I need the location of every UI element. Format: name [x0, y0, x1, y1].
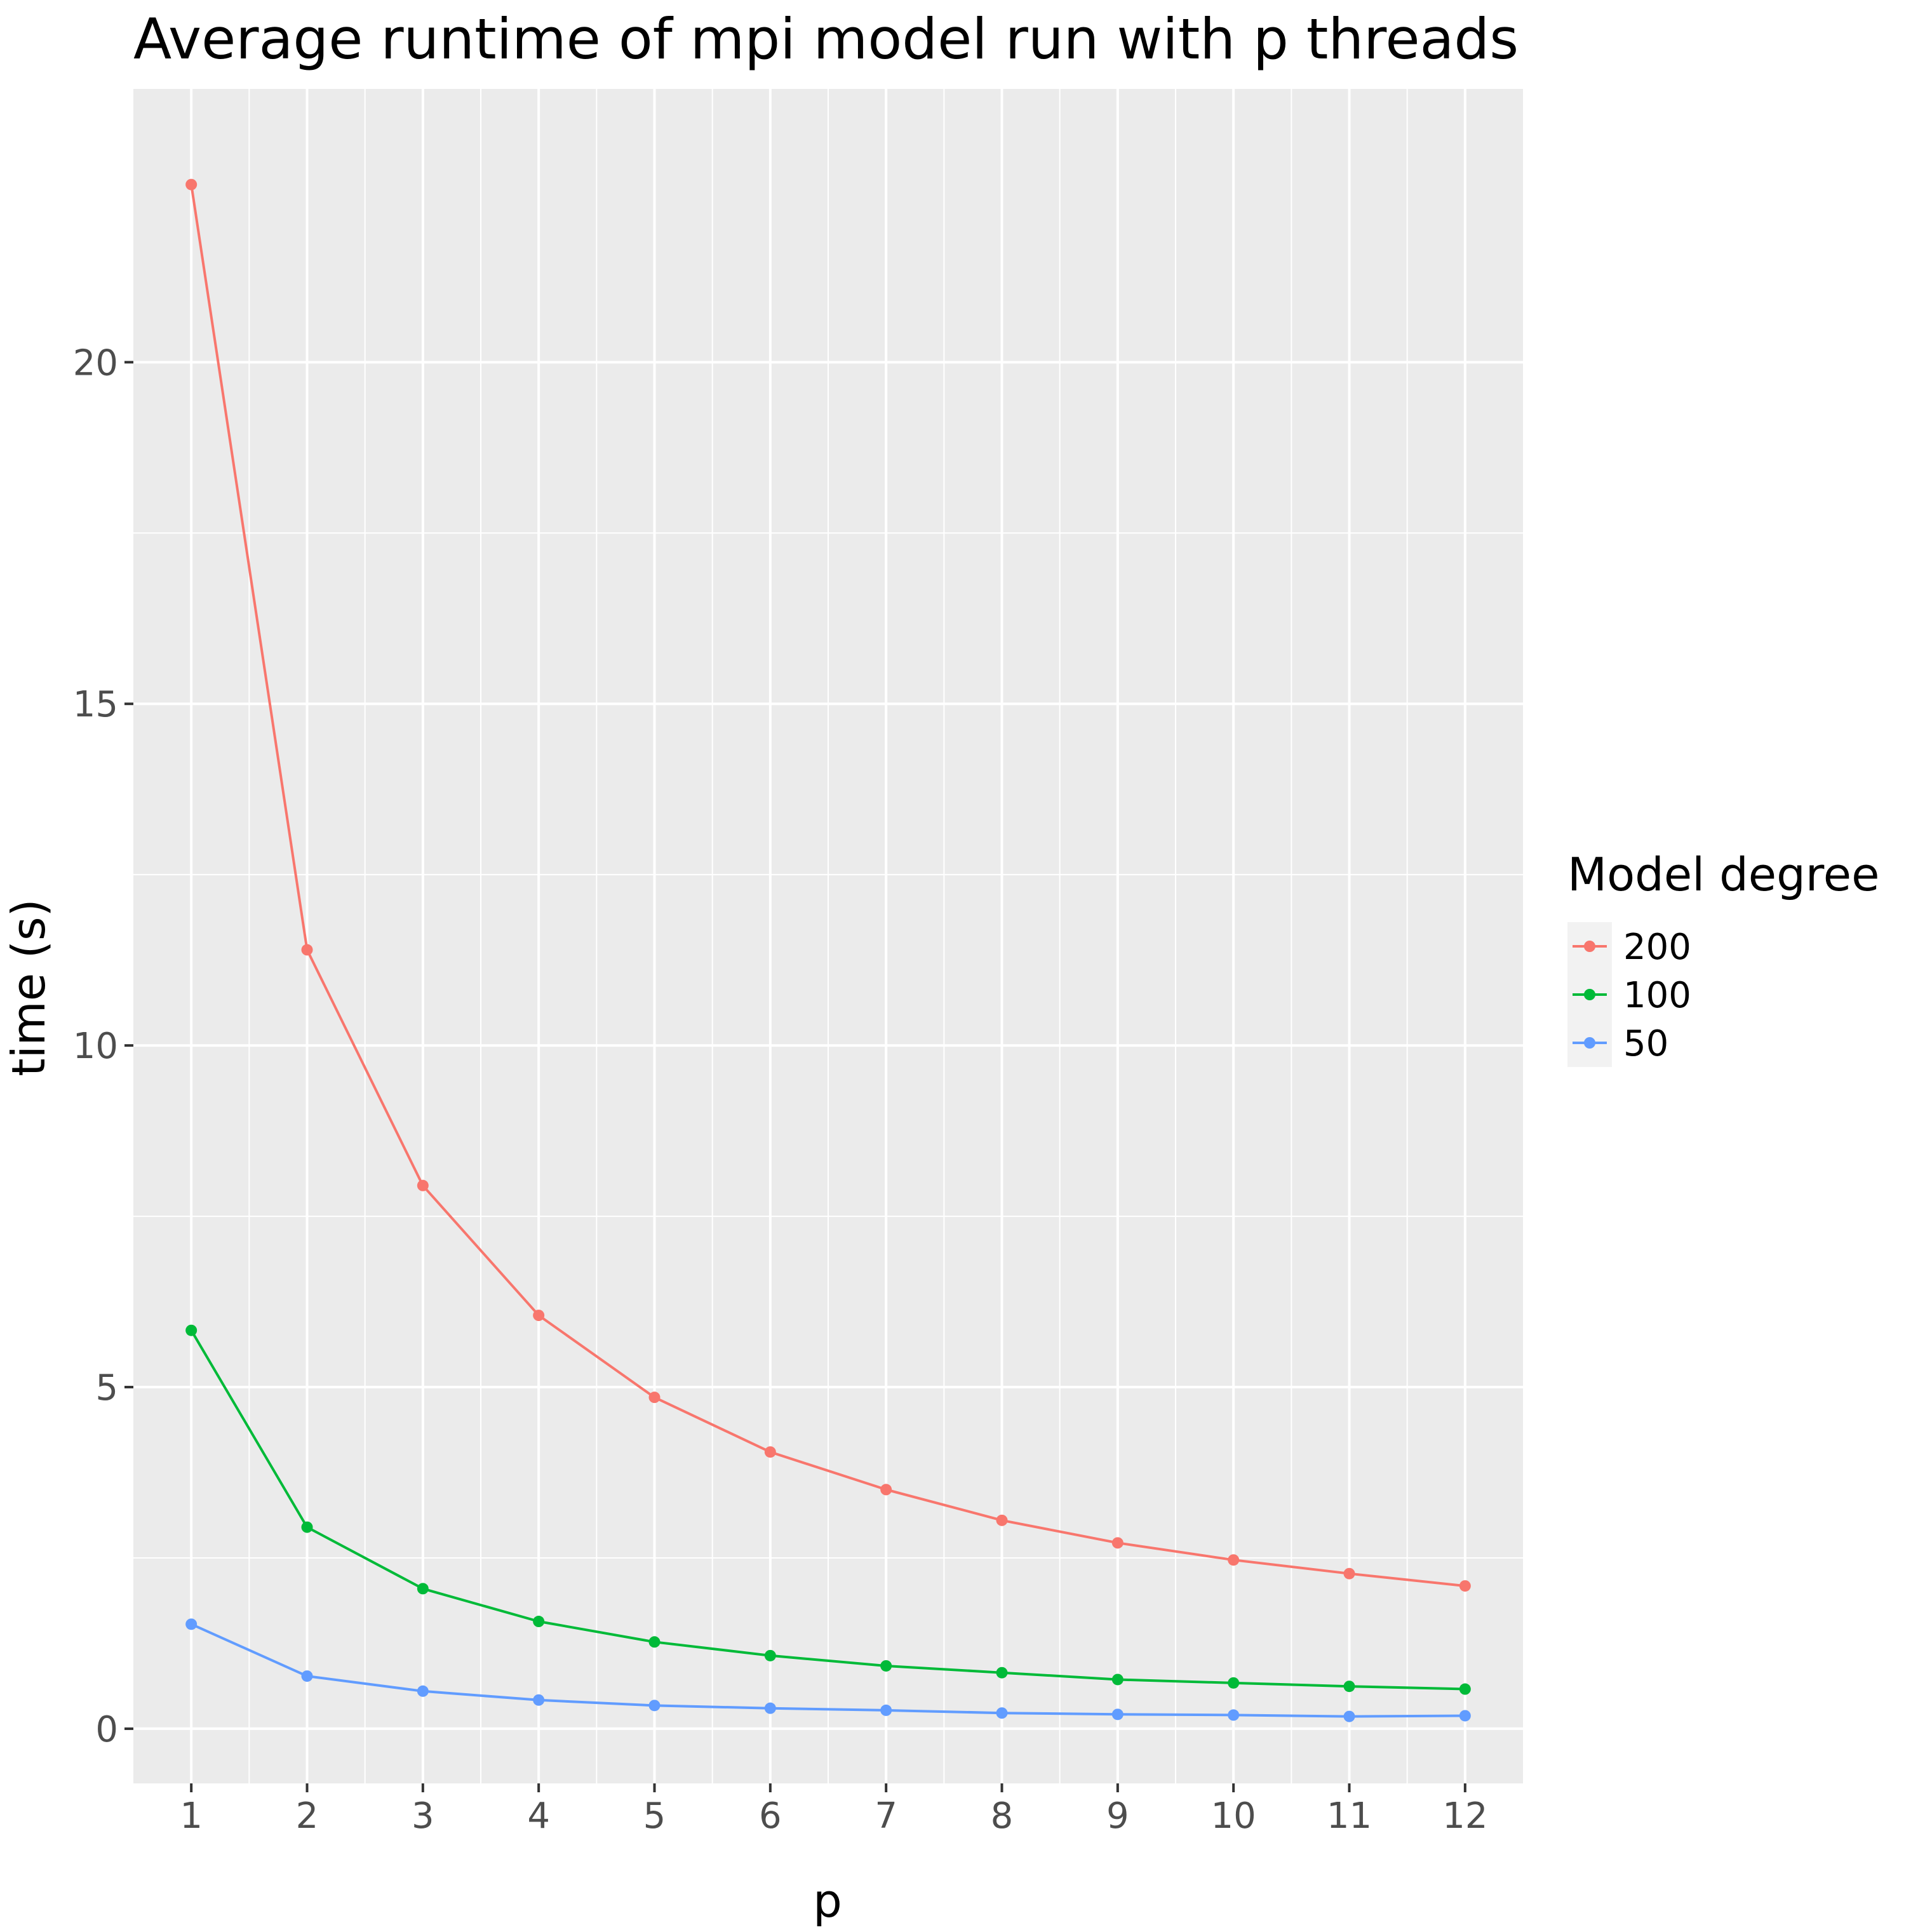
legend-key-point [1584, 1037, 1595, 1049]
data-point [417, 1685, 429, 1697]
series-line [190, 184, 1466, 1588]
data-point [301, 1521, 313, 1533]
data-point [996, 1707, 1008, 1719]
data-point [1343, 1567, 1355, 1580]
data-point [301, 944, 313, 956]
y-tick-label: 5 [95, 1367, 118, 1409]
series-layer [185, 178, 1471, 1722]
data-point [1111, 1708, 1124, 1721]
x-tick-label: 2 [296, 1795, 319, 1837]
data-point [185, 1324, 198, 1336]
data-point [1459, 1580, 1471, 1592]
y-tick-label: 10 [73, 1026, 118, 1067]
legend-item-200: 200 [1567, 922, 1691, 970]
legend-key-point [1584, 989, 1595, 1000]
data-point [880, 1704, 892, 1716]
legend-item-50: 50 [1567, 1019, 1668, 1067]
data-point [417, 1583, 429, 1595]
data-point [648, 1636, 661, 1648]
data-point [880, 1660, 892, 1672]
data-point [533, 1616, 545, 1628]
x-axis-title: p [813, 1874, 842, 1928]
data-point [185, 1618, 198, 1630]
x-tick-label: 5 [643, 1795, 666, 1837]
data-point [1228, 1554, 1240, 1566]
x-tick-label: 8 [991, 1795, 1014, 1837]
x-tick-label: 10 [1211, 1795, 1256, 1837]
y-tick-label: 20 [73, 342, 118, 384]
legend-label: 100 [1623, 975, 1691, 1016]
data-point [764, 1649, 776, 1661]
x-tick-label: 6 [759, 1795, 782, 1837]
data-point [1228, 1677, 1240, 1689]
grid-lines [133, 89, 1523, 1783]
data-point [1343, 1710, 1355, 1722]
data-point [1111, 1674, 1124, 1686]
data-point [996, 1667, 1008, 1679]
y-tick-label: 15 [73, 684, 118, 725]
data-point [996, 1514, 1008, 1526]
x-tick-label: 1 [180, 1795, 203, 1837]
data-point [417, 1179, 429, 1191]
legend-label: 200 [1623, 927, 1691, 968]
y-tick-label: 0 [95, 1709, 118, 1750]
x-tick-label: 4 [527, 1795, 550, 1837]
data-point [1343, 1680, 1355, 1693]
data-point [1228, 1709, 1240, 1721]
legend: Model degree 200 100 50 [1567, 848, 1879, 1067]
series-200 [185, 178, 1471, 1592]
series-100 [185, 1324, 1471, 1695]
legend-item-100: 100 [1567, 970, 1691, 1019]
data-point [764, 1702, 776, 1714]
legend-label: 50 [1623, 1023, 1668, 1064]
x-tick-label: 7 [875, 1795, 897, 1837]
x-tick-label: 9 [1106, 1795, 1129, 1837]
chart-title: Average runtime of mpi model run with p … [133, 6, 1519, 72]
data-point [533, 1694, 545, 1706]
legend-title: Model degree [1567, 848, 1879, 901]
x-tick-label: 12 [1442, 1795, 1487, 1837]
data-point [533, 1310, 545, 1322]
data-point [301, 1670, 313, 1682]
series-50 [185, 1618, 1471, 1722]
series-line [190, 1329, 1465, 1691]
legend-key-point [1584, 941, 1595, 952]
data-point [880, 1484, 892, 1496]
data-point [1111, 1537, 1124, 1549]
data-point [1459, 1683, 1471, 1695]
x-tick-label: 3 [412, 1795, 434, 1837]
data-point [648, 1392, 661, 1404]
data-point [648, 1700, 661, 1712]
series-line [191, 1623, 1465, 1718]
legend-keys: 200 100 50 [1567, 922, 1691, 1067]
x-tick-label: 11 [1327, 1795, 1372, 1837]
data-point [185, 178, 198, 191]
data-point [1459, 1710, 1471, 1722]
data-point [764, 1446, 776, 1458]
y-axis-title: time (s) [2, 899, 55, 1076]
